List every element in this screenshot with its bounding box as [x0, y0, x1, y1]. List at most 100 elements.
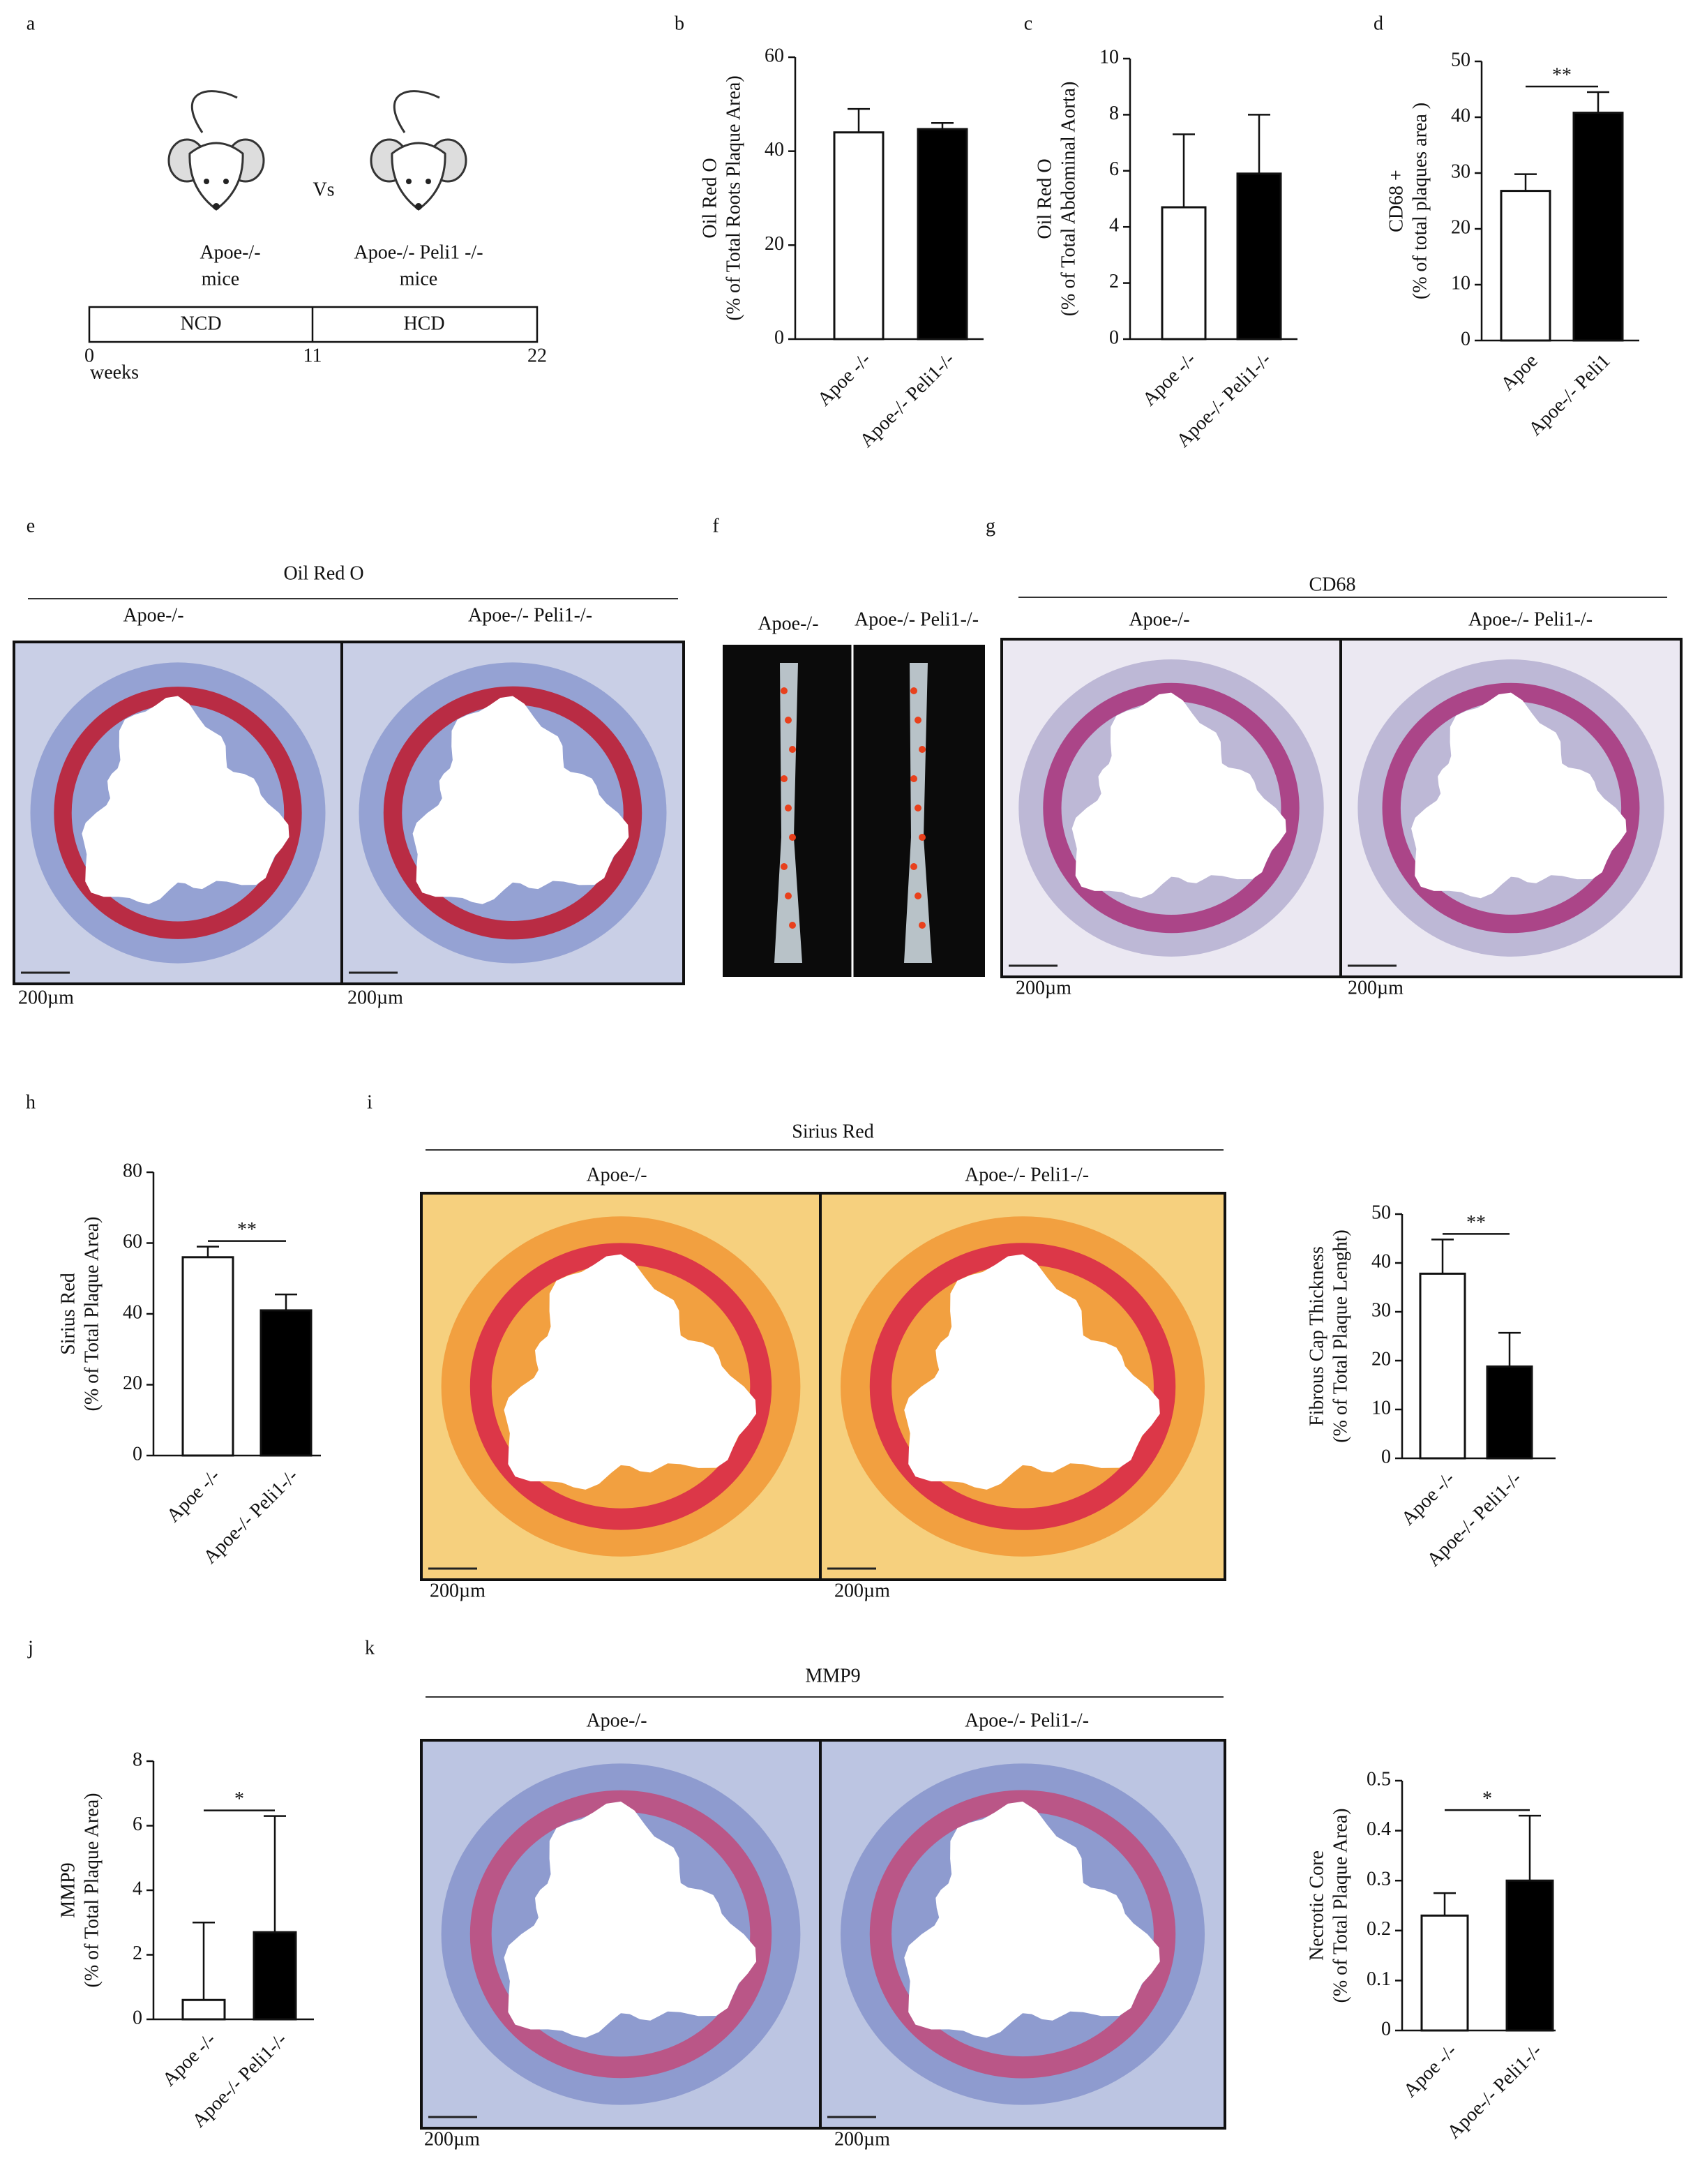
- lumen: [412, 696, 629, 904]
- y-tick-label: 40: [1371, 1250, 1391, 1272]
- bar: [1486, 1365, 1533, 1460]
- y-tick-label: 10: [1099, 46, 1119, 68]
- label: 0: [84, 345, 94, 366]
- plaque: [1043, 682, 1300, 934]
- mouse-icon: [370, 90, 467, 211]
- lipid-spot: [781, 863, 788, 870]
- lumen: [1071, 692, 1286, 899]
- mouse-nose: [415, 203, 422, 210]
- scale-label: 200µm: [1348, 977, 1404, 998]
- plaque: [54, 687, 302, 939]
- bar: [181, 1256, 234, 1457]
- y-axis-label: Necrotic Core: [1306, 1850, 1327, 1961]
- bar: [833, 131, 885, 341]
- significance: *: [1482, 1788, 1492, 1810]
- y-tick-label: 0.3: [1367, 1869, 1391, 1890]
- significance: **: [1552, 64, 1572, 86]
- bar: [1420, 1914, 1469, 2032]
- lipid-spot: [781, 775, 788, 782]
- panel-frame: [420, 1739, 1226, 2130]
- aorta: [774, 663, 802, 963]
- lipid-spot: [785, 892, 792, 899]
- y-tick-label: 4: [1109, 215, 1119, 237]
- column-label: Apoe-/-: [586, 1164, 647, 1186]
- mouse-eye: [204, 179, 209, 184]
- lipid-spot: [789, 922, 796, 929]
- mouse-head: [188, 142, 244, 211]
- panel-letter: c: [1024, 13, 1032, 34]
- y-axis-label: Oil Red O: [699, 158, 721, 238]
- plaque: [869, 1243, 1176, 1530]
- bar: [259, 1309, 313, 1457]
- x-tick-label: Apoe -/-: [1138, 349, 1200, 410]
- bar: [1161, 206, 1207, 341]
- mouse-eye: [406, 179, 412, 184]
- lumen: [1411, 692, 1627, 899]
- significance: *: [234, 1788, 244, 1810]
- panel-title: CD68: [1309, 574, 1356, 595]
- panel-letter: a: [27, 13, 36, 34]
- panel-letter: g: [986, 515, 995, 537]
- micrograph: [421, 1193, 820, 1580]
- y-tick-label: 6: [1109, 158, 1119, 180]
- mouse-head: [391, 142, 446, 211]
- y-axis-label: CD68 +: [1385, 170, 1407, 232]
- y-axis-label: Sirius Red: [57, 1273, 79, 1354]
- column-label: Apoe-/-: [1129, 608, 1189, 630]
- y-tick-label: 40: [765, 139, 784, 160]
- x-tick-label: Apoe -/-: [1397, 1468, 1459, 1529]
- y-tick-label: 20: [765, 233, 784, 255]
- mouse-tail: [393, 90, 440, 133]
- plaque: [1382, 682, 1640, 934]
- aorta: [904, 663, 932, 963]
- lipid-spot: [910, 775, 917, 782]
- micrograph: [820, 1740, 1225, 2128]
- y-tick-label: 0: [1109, 327, 1119, 348]
- mouse-icon: [167, 90, 265, 211]
- label: Apoe-/- Peli1 -/-: [354, 241, 483, 263]
- y-tick-label: 8: [133, 1749, 142, 1770]
- column-label: Apoe-/-: [586, 1710, 647, 1731]
- lipid-spot: [915, 892, 921, 899]
- panel-frame: [420, 1192, 1226, 1581]
- y-tick-label: 80: [123, 1160, 142, 1181]
- panel-letter: i: [367, 1091, 373, 1113]
- y-tick-label: 20: [1371, 1348, 1391, 1370]
- y-axis-label: (% of Total Roots Plaque Area): [723, 75, 744, 320]
- y-tick-label: 30: [1451, 160, 1470, 182]
- lipid-spot: [919, 834, 926, 841]
- y-axis-label: (% of Total Plaque Area): [1330, 1809, 1351, 2003]
- scale-label: 200µm: [424, 2128, 480, 2150]
- bar: [1505, 1879, 1554, 2032]
- panel-frame: [13, 641, 685, 985]
- y-tick-label: 0: [774, 327, 784, 348]
- column-label: Apoe-/- Peli1-/-: [468, 604, 592, 626]
- panel-letter: f: [712, 515, 719, 537]
- y-tick-label: 0.1: [1367, 1968, 1391, 1990]
- y-tick-label: 0: [1381, 1446, 1391, 1467]
- significance: **: [1466, 1212, 1486, 1234]
- y-tick-label: 40: [1451, 105, 1470, 126]
- bar: [253, 1931, 297, 2021]
- lumen: [504, 1801, 757, 2038]
- y-tick-label: 2: [1109, 271, 1119, 292]
- micrograph: [820, 1193, 1225, 1580]
- column-label: Apoe-/- Peli1-/-: [1468, 608, 1593, 630]
- panel-letter: b: [675, 13, 684, 34]
- y-axis-label: (% of Total Plaque Area): [81, 1217, 103, 1412]
- bar: [1236, 172, 1282, 341]
- lipid-spot: [919, 746, 926, 753]
- y-tick-label: 10: [1371, 1397, 1391, 1419]
- lipid-spot: [915, 805, 921, 811]
- column-label: Apoe-/- Peli1-/-: [855, 608, 979, 630]
- y-tick-label: 0: [133, 2007, 142, 2028]
- micrograph: [1341, 639, 1681, 977]
- lumen: [904, 1254, 1160, 1490]
- bar: [1419, 1272, 1466, 1460]
- y-tick-label: 0: [1381, 2018, 1391, 2040]
- column-label: Apoe-/- Peli1-/-: [965, 1164, 1089, 1186]
- y-tick-label: 4: [133, 1878, 142, 1899]
- lipid-spot: [910, 863, 917, 870]
- y-tick-label: 40: [123, 1301, 142, 1323]
